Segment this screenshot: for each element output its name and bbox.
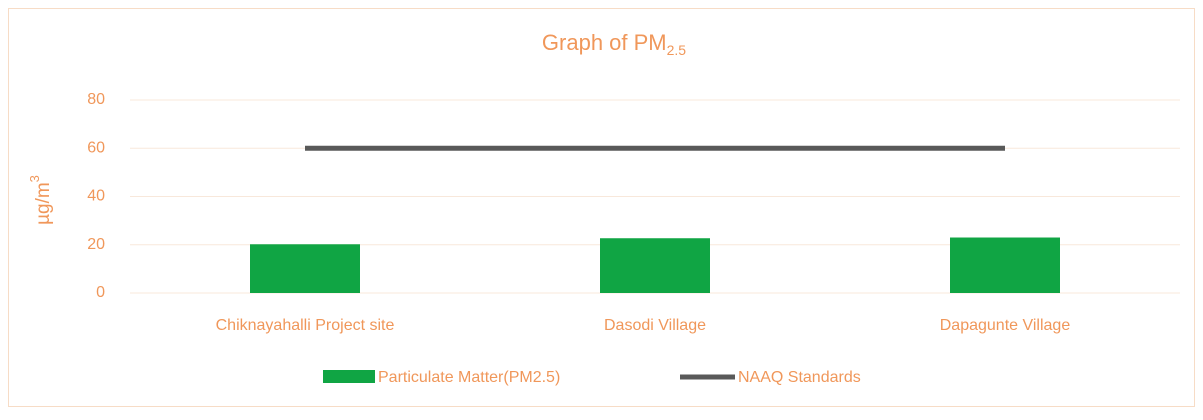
legend-label: Particulate Matter(PM2.5) — [378, 369, 560, 386]
title-text: Graph of PM — [542, 30, 667, 55]
x-tick-label: Dapagunte Village — [940, 317, 1071, 334]
bar — [600, 238, 710, 293]
legend-label: NAAQ Standards — [738, 369, 861, 386]
chart-border — [8, 8, 1195, 407]
y-tick-label: 80 — [87, 91, 105, 108]
y-tick-label: 0 — [96, 284, 105, 301]
y-tick-label: 40 — [87, 188, 105, 205]
y-axis-label: µg/m3 — [27, 175, 54, 225]
y-tick-label: 60 — [87, 139, 105, 156]
bar — [250, 244, 360, 293]
y-label-superscript: 3 — [27, 175, 42, 182]
x-tick-label: Chiknayahalli Project site — [216, 317, 395, 334]
y-tick-label: 20 — [87, 236, 105, 253]
bar — [950, 237, 1060, 293]
x-tick-label: Dasodi Village — [604, 317, 706, 334]
legend-swatch — [323, 370, 375, 383]
chart-title: Graph of PM2.5 — [542, 30, 686, 58]
title-subscript: 2.5 — [667, 42, 687, 58]
y-label-text: µg/m — [33, 182, 54, 225]
